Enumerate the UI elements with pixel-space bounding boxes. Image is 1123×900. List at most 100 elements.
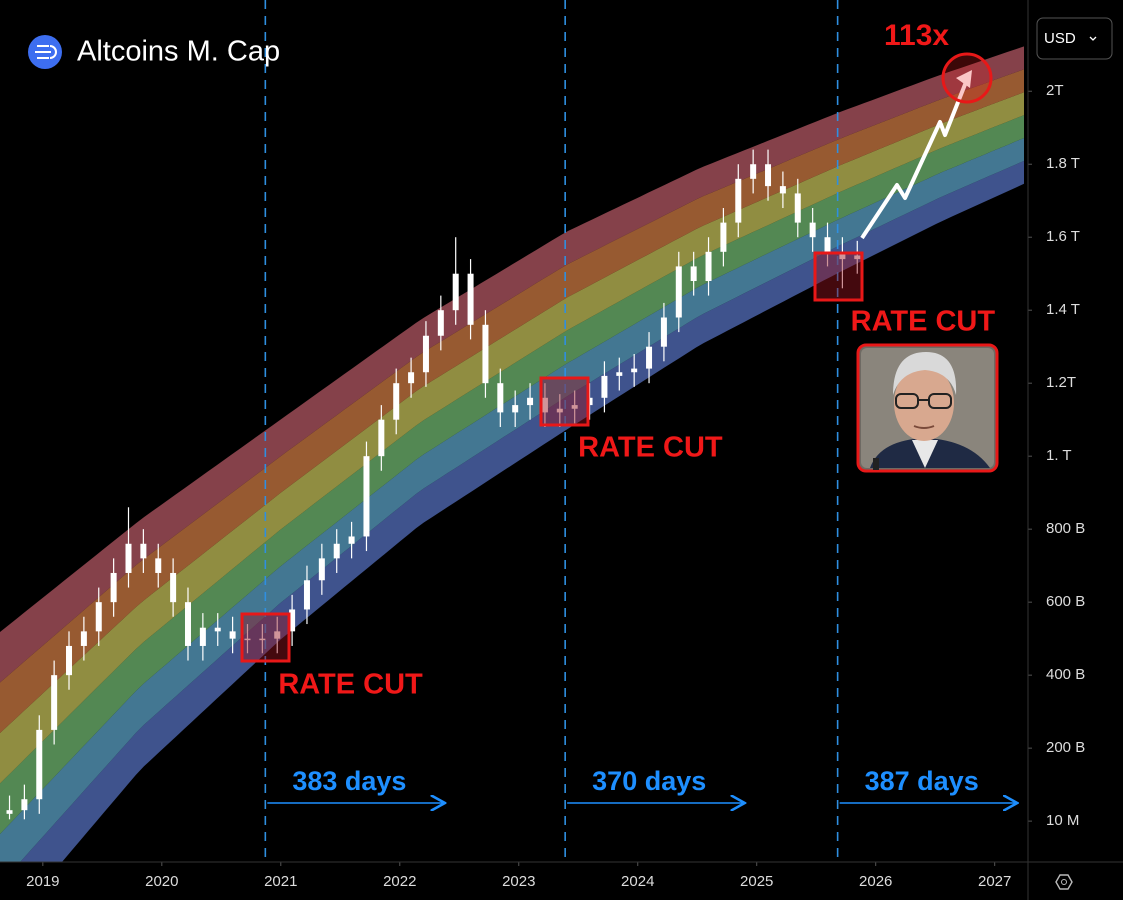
candle-body [809, 222, 816, 238]
candle-body [571, 405, 578, 409]
y-tick-label: 800 B [1046, 520, 1085, 537]
plot-area: 383 days RATE CUT 370 days RATE CUT 387 days… [6, 0, 1032, 866]
candle-body [80, 631, 87, 646]
highlight-box [813, 251, 864, 302]
duration-label: 370 days [592, 766, 706, 796]
x-tick-label: 2025 [740, 873, 773, 890]
portrait [856, 343, 999, 473]
x-tick-label: 2026 [859, 873, 892, 890]
candle-body [527, 397, 534, 406]
candle-body [318, 558, 325, 581]
currency-label[interactable]: USD [1044, 30, 1076, 47]
y-tick-label: 10 M [1046, 812, 1079, 829]
candle-body [140, 543, 147, 559]
candle-body [6, 810, 13, 814]
candle-body [660, 317, 667, 347]
target-circle [941, 52, 993, 104]
highlight-box [539, 376, 590, 427]
candle-body [586, 397, 593, 406]
candle-body [348, 536, 355, 544]
y-tick-label: 1.2T [1046, 374, 1076, 391]
candle-body [646, 346, 653, 369]
y-tick-label: 1.4 T [1046, 301, 1080, 318]
duration-label: 383 days [292, 766, 406, 796]
candle-body [541, 397, 548, 413]
candle-body [170, 572, 177, 603]
candle-body [289, 609, 296, 632]
candle-body [184, 602, 191, 646]
candle-body [794, 193, 801, 223]
y-tick-label: 2T [1046, 82, 1064, 99]
x-tick-label: 2024 [621, 873, 654, 890]
candle-body [21, 799, 28, 811]
candle-body [259, 638, 266, 641]
candle-body [779, 186, 786, 194]
candle-body [363, 456, 370, 537]
candle-body [765, 164, 772, 187]
y-tick-label: 1.8 T [1046, 155, 1080, 172]
candle-body [482, 324, 489, 384]
candle-body [735, 178, 742, 223]
candle-body [408, 372, 415, 384]
y-tick-label: 600 B [1046, 593, 1085, 610]
candle-body [512, 405, 519, 413]
candle-body [155, 558, 162, 573]
candle-body [675, 266, 682, 318]
y-tick-label: 400 B [1046, 666, 1085, 683]
candle-body [333, 543, 340, 559]
candle-body [110, 572, 117, 603]
chart-title: Altcoins M. Cap [77, 36, 280, 68]
candle-body [452, 273, 459, 311]
candle-body [244, 638, 251, 641]
candle-body [720, 222, 727, 252]
candle-body [393, 383, 400, 420]
x-tick-label: 2022 [383, 873, 416, 890]
event-label: RATE CUT [578, 432, 723, 464]
x-tick-label: 2023 [502, 873, 535, 890]
event-label: RATE CUT [851, 306, 996, 338]
candle-body [125, 543, 132, 573]
highlight-box [240, 612, 291, 663]
candle-body [214, 627, 221, 632]
target-label: 113x [884, 19, 949, 52]
duration-label: 387 days [865, 766, 979, 796]
y-tick-label: 1. T [1046, 447, 1072, 464]
currency-selector[interactable] [1036, 17, 1113, 60]
event-label: RATE CUT [278, 669, 423, 701]
candle-body [497, 383, 504, 413]
candle-body [274, 631, 281, 639]
candle-body [854, 255, 861, 260]
rainbow-band [20, 160, 1024, 862]
candle-body [199, 627, 206, 646]
x-tick-label: 2019 [26, 873, 59, 890]
dropdown-caret[interactable] [1089, 36, 1097, 41]
candle-body [839, 251, 846, 260]
candle-body [601, 375, 608, 398]
x-tick-label: 2027 [978, 873, 1011, 890]
candle-body [303, 580, 310, 610]
settings-icon[interactable] [1055, 874, 1073, 890]
candle-body [705, 251, 712, 282]
candle-body [631, 368, 638, 373]
projection-arrowhead [956, 70, 972, 88]
candle-body [378, 419, 385, 457]
candle-body [66, 645, 73, 676]
candle-body [690, 266, 697, 282]
x-tick-label: 2021 [264, 873, 297, 890]
logo-glyph [35, 45, 57, 59]
candle-body [422, 335, 429, 373]
rainbow-bands [0, 46, 1024, 862]
candle-body [616, 372, 623, 376]
candle-body [51, 675, 58, 730]
settings-icon-dot[interactable] [1061, 879, 1067, 885]
candle-body [229, 631, 236, 639]
y-tick-label: 200 B [1046, 739, 1085, 756]
candle-body [467, 273, 474, 325]
candle-body [750, 164, 757, 179]
y-tick-label: 1.6 T [1046, 228, 1080, 245]
candle-body [36, 729, 43, 800]
candle-body [437, 310, 444, 336]
candle-body [95, 602, 102, 632]
